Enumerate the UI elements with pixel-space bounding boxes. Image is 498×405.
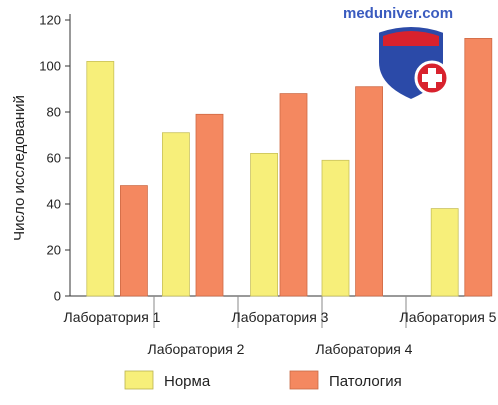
legend: Норма Патология [124,370,402,390]
y-axis: 0 20 40 60 80 100 120 [39,13,71,304]
y-tick-label: 120 [39,13,61,28]
x-category-label: Лаборатория 3 [232,309,329,325]
bar-patologiya [120,185,148,297]
legend-swatch-norma [124,370,154,390]
y-tick-label: 100 [39,59,61,74]
x-category-label: Лаборатория 5 [400,309,497,325]
legend-swatch-patologiya [289,370,319,390]
y-tick-label: 0 [54,289,61,304]
y-axis-label: Число исследований [11,95,28,241]
bar-norma [86,61,115,297]
x-axis: Лаборатория 1 Лаборатория 2 Лаборатория 3 Л… [64,295,497,357]
bar-patologiya [279,93,308,297]
bar-norma [321,159,350,297]
y-tick-label: 60 [47,151,61,166]
y-tick-label: 80 [47,105,61,120]
y-tick-label: 20 [47,243,61,258]
y-tick-label: 40 [47,197,61,212]
bar-norma [161,132,190,297]
x-category-label: Лаборатория 1 [64,309,161,325]
bars [86,38,493,297]
meduniver-logo: meduniver.com [343,5,453,102]
medical-cross-icon [414,60,450,96]
bar-norma [250,152,279,297]
bar-norma [430,208,459,297]
x-category-label: Лаборатория 2 [148,341,245,357]
watermark-text: meduniver.com [343,5,453,22]
legend-label-patologiya: Патология [329,373,402,390]
bar-patologiya [464,38,493,297]
bar-patologiya [195,113,224,297]
x-category-label: Лаборатория 4 [316,341,413,357]
bar-patologiya [355,86,384,297]
legend-label-norma: Норма [164,373,211,390]
